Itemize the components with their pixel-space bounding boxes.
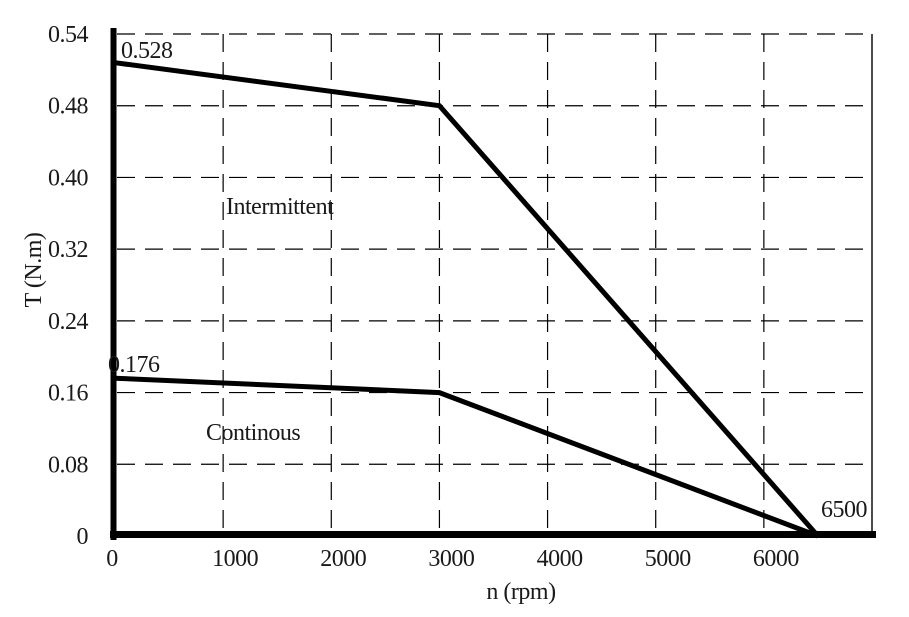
x-tick-label: 1000 [212,546,259,572]
y-tick-label: 0.32 [48,237,88,263]
x-axis-title: n (rpm) [486,579,555,605]
x-tick-label: 0 [106,546,118,572]
y-tick-label: 0.48 [48,94,89,120]
y-tick-label: 0.24 [48,309,89,335]
y-tick-label: 0.16 [48,381,89,407]
series-label-continous: Continous [206,420,300,446]
y-tick-label: 0.54 [48,22,89,48]
x-tick-label: 2000 [320,546,367,572]
y-axis-title: T (N.m) [21,233,47,308]
x-tick-label: 6000 [753,546,800,572]
y-tick-label: 0.08 [48,452,89,478]
annotation-intermittent-peak-torque: 0.528 [121,38,173,64]
x-tick-label: 3000 [428,546,475,572]
series-label-intermittent: Intermittent [226,194,334,220]
annotation-continuous-rated-torque: 0.176 [108,352,160,378]
annotation-max-speed: 6500 [821,497,868,523]
x-tick-label: 4000 [537,546,584,572]
series-line-intermittent [114,60,820,538]
series-line-continous [114,375,819,539]
y-tick-label: 0.40 [48,165,89,191]
x-tick-label: 5000 [645,546,692,572]
y-tick-label: 0 [77,524,89,550]
